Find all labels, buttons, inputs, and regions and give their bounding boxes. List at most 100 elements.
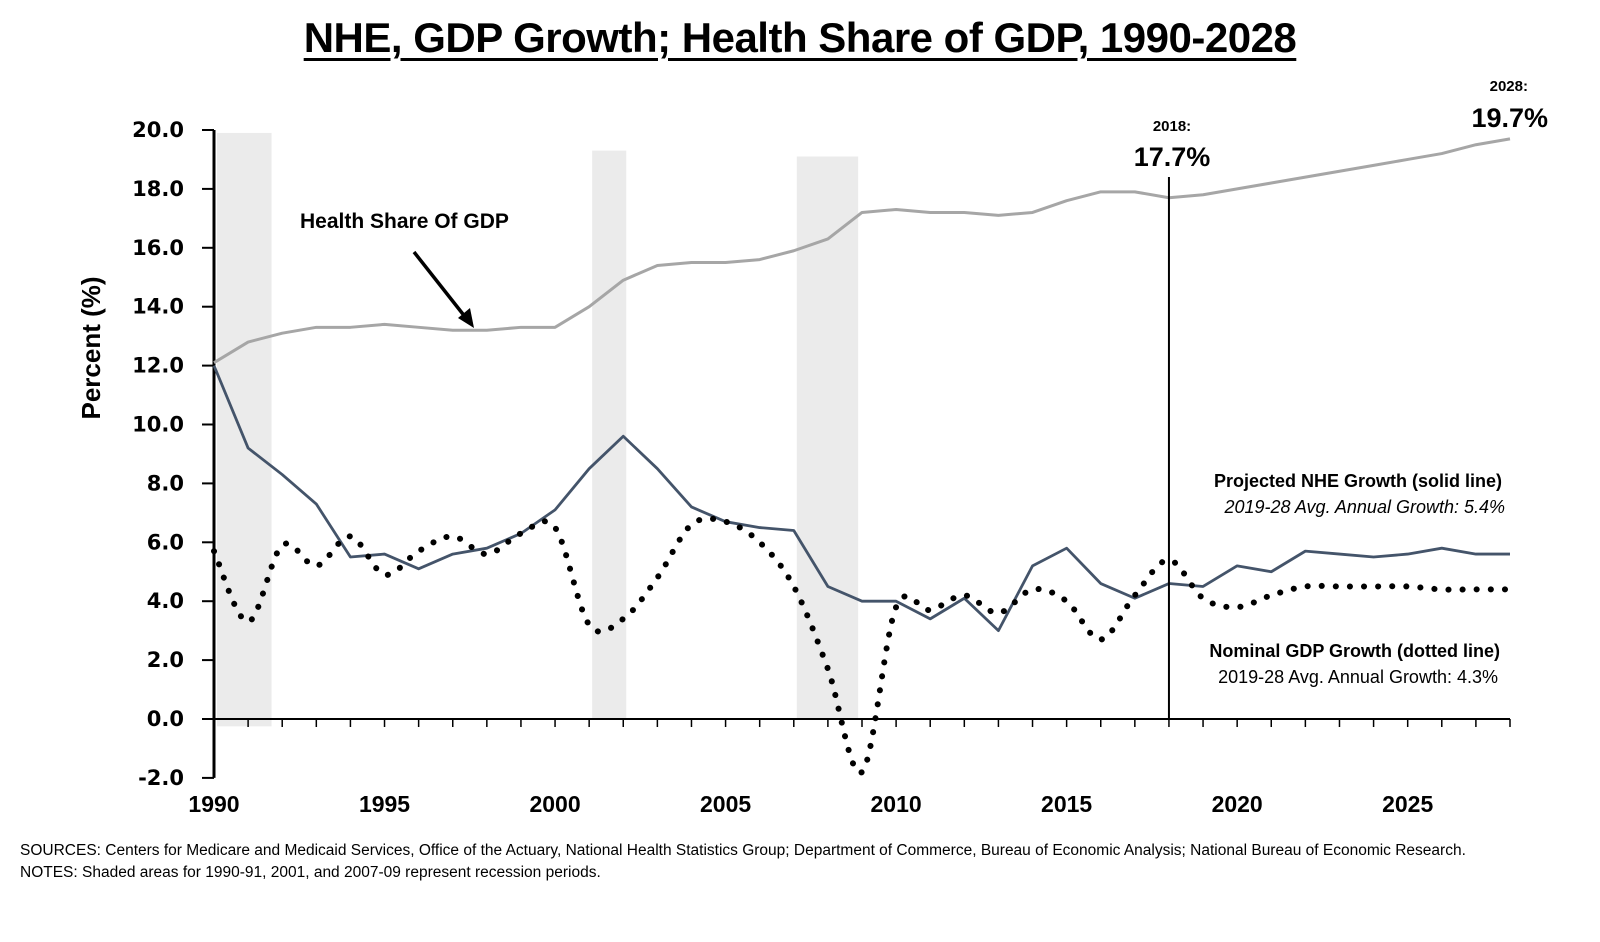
gdp-growth-line-point [1508,587,1512,591]
nhe-growth-avg: 2019-28 Avg. Annual Growth: 5.4% [1223,497,1505,517]
x-tick-label: 2015 [1041,791,1092,817]
gdp-growth-line-point [860,770,864,774]
marker-2028-value: 19.7% [1471,103,1548,133]
gdp-growth-line-point [1031,587,1035,591]
nhe-growth-line-point [1372,555,1376,559]
nhe-growth-line-point [1099,582,1103,586]
health-share-line-point [383,322,387,326]
recession-shading-layer [217,132,859,727]
x-tick-label: 2000 [529,791,580,817]
health-share-line-point [417,325,421,329]
gdp-growth-line-point [1303,584,1307,588]
health-share-line-point [1474,143,1478,147]
gdp-growth-line-point [246,620,250,624]
nhe-growth-line-point [417,567,421,571]
gdp-growth-line-point [724,520,728,524]
health-share-line-point [587,305,591,309]
nhe-growth-line-point [1065,546,1069,550]
nhe-growth-line-point [451,552,455,556]
nhe-growth-line-point [383,552,387,556]
gdp-growth-line-point [314,564,318,568]
recession-shade-1 [217,132,272,727]
gdp-growth-line-point [383,573,387,577]
nhe-growth-line-point [792,529,796,533]
y-tick-label: 2.0 [147,648,184,672]
nhe-growth-line-point [1440,546,1444,550]
gdp-growth-label: Nominal GDP Growth (dotted line) [1209,641,1500,661]
health-share-line-point [1201,193,1205,197]
nhe-growth-line-point [485,546,489,550]
gdp-growth-avg: 2019-28 Avg. Annual Growth: 4.3% [1218,667,1498,687]
gdp-growth-line-point [348,534,352,538]
y-tick-label: 0.0 [147,707,184,731]
gdp-growth-line-group [211,515,1513,776]
health-share-line-point [1065,199,1069,203]
y-axis-title: Percent (%) [76,276,106,419]
nhe-growth-line-point [996,629,1000,633]
gdp-growth-line-point [587,623,591,627]
sources-note: SOURCES: Centers for Medicare and Medica… [20,842,1466,859]
nhe-growth-line-point [1269,570,1273,574]
gdp-growth-line [211,515,1513,776]
x-tick-label: 2010 [871,791,922,817]
gdp-growth-line-point [1406,584,1410,588]
gdp-growth-line-point [280,543,284,547]
health-share-line-point [962,210,966,214]
y-tick-label: 18.0 [132,177,184,201]
series-layer [211,137,1513,776]
gdp-growth-line-point [1337,584,1341,588]
gdp-growth-line-point [689,523,693,527]
gdp-growth-line-point [758,540,762,544]
health-share-line-point [792,249,796,253]
x-tick-label: 1990 [188,791,239,817]
health-share-line-point [246,340,250,344]
nhe-growth-line-point [348,555,352,559]
nhe-growth-label: Projected NHE Growth (solid line) [1214,471,1502,491]
nhe-growth-line-point [1235,564,1239,568]
health-share-line [213,137,1511,364]
gdp-growth-line-point [996,611,1000,615]
health-share-line-point [280,331,284,335]
y-tick-label: 10.0 [132,413,184,437]
gdp-growth-line-point [894,605,898,609]
gdp-growth-line-point [1133,593,1137,597]
y-tick-label: 16.0 [132,236,184,260]
health-share-line-point [894,208,898,212]
health-share-line-point [724,261,728,265]
gdp-growth-line-point [962,593,966,597]
gdp-growth-line-point [655,576,659,580]
nhe-growth-line-point [826,584,830,588]
gdp-growth-line-point [1099,637,1103,641]
x-tick-label: 2020 [1212,791,1263,817]
nhe-growth-line-point [621,434,625,438]
gdp-growth-line-point [1440,587,1444,591]
y-tick-label: 8.0 [147,471,184,495]
gdp-growth-line-point [212,549,216,553]
gdp-growth-line-point [485,552,489,556]
nhe-growth-line-group [212,364,1510,633]
nhe-growth-line-point [553,508,557,512]
x-tick-label: 1995 [359,791,410,817]
health-share-line-point [1440,152,1444,156]
nhe-growth-line-point [212,364,216,368]
health-share-line-point [553,325,557,329]
health-share-arrow [412,250,474,328]
y-tick-label: 12.0 [132,354,184,378]
nhe-growth-line-point [1337,552,1341,556]
gdp-growth-line-point [1065,599,1069,603]
health-share-line-point [1372,163,1376,167]
health-share-line-point [655,263,659,267]
gdp-growth-line-point [1269,593,1273,597]
health-share-line-point [314,325,318,329]
y-tick-label: 4.0 [147,589,184,613]
nhe-growth-line-point [655,467,659,471]
health-share-line-point [348,325,352,329]
nhe-growth-line-point [1406,552,1410,556]
health-share-line-point [519,325,523,329]
health-share-line-point [996,213,1000,217]
nhe-growth-line-point [1303,549,1307,553]
nhe-growth-line [212,365,1510,633]
gdp-growth-line-point [417,549,421,553]
nhe-growth-line-point [1031,564,1035,568]
y-tick-label: 20.0 [132,118,184,142]
